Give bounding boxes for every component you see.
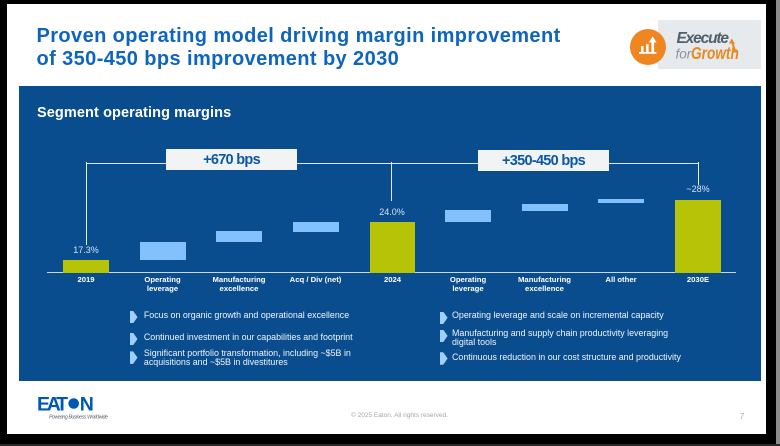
svg-text:Growth: Growth [691, 44, 739, 63]
svg-text:Powering Business Worldwide: Powering Business Worldwide [49, 415, 108, 421]
svg-text:for: for [676, 46, 692, 61]
svg-text:Execute: Execute [677, 30, 730, 47]
svg-text:EAT: EAT [37, 394, 68, 416]
svg-text:N: N [80, 394, 94, 416]
